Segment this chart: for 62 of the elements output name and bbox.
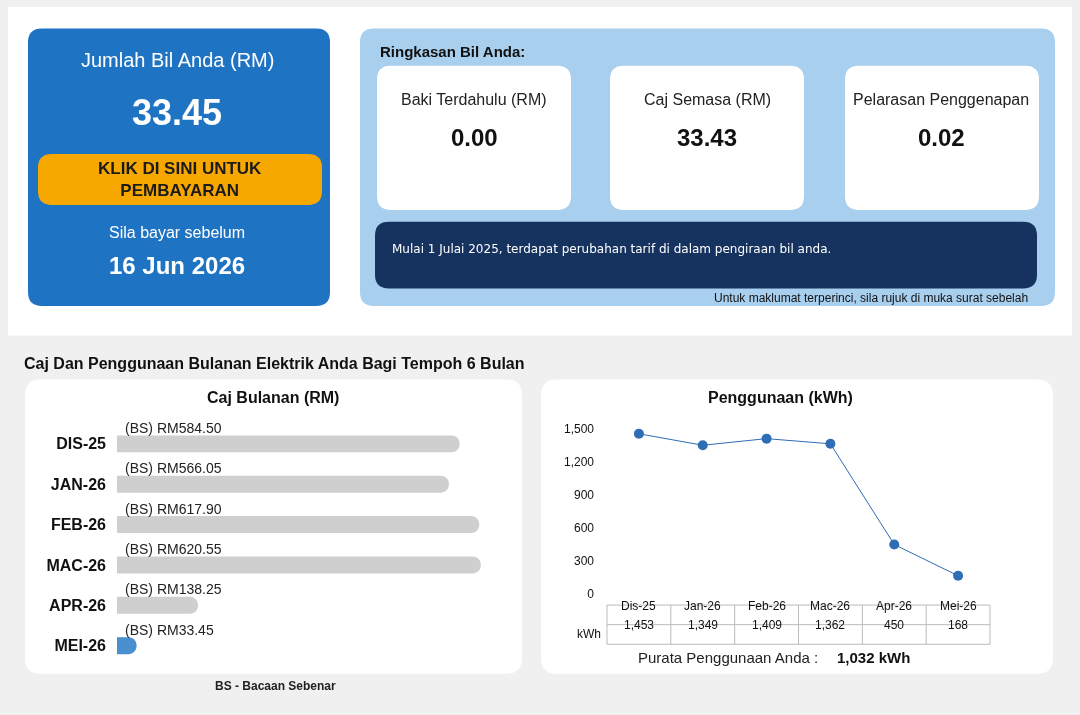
y-tick-label: 600	[573, 521, 595, 536]
point	[697, 440, 708, 451]
x-tick-label: Apr-26	[876, 599, 913, 613]
y-tick-label: DIS-25	[56, 435, 107, 453]
bar	[117, 475, 449, 493]
bar	[117, 435, 460, 453]
text: kWh	[577, 627, 601, 641]
data-label: 1,349	[688, 618, 719, 632]
text: Jumlah Bil Anda (RM)	[81, 49, 275, 71]
x-tick-label: Mei-26	[940, 599, 978, 613]
y-tick-label: MAC-26	[46, 556, 107, 574]
point	[889, 539, 900, 550]
x-tick-label: Jan-26	[684, 599, 722, 613]
data-label: (BS) RM584.50	[125, 420, 222, 436]
y-tick-label: MEI-26	[54, 637, 107, 655]
data-label: (BS) RM33.45	[125, 622, 214, 638]
chart-title: Penggunaan (kWh)	[708, 389, 853, 406]
text: 33.45	[132, 92, 223, 133]
text: Sila bayar sebelum	[109, 224, 246, 241]
y-tick-label: APR-26	[49, 596, 107, 614]
text: 1,032 kWh	[837, 649, 911, 666]
chart-title: Caj Bulanan (RM)	[207, 389, 340, 406]
point	[761, 433, 772, 444]
text: 16 Jun 2026	[109, 252, 246, 279]
data-label: (BS) RM620.55	[125, 541, 222, 557]
data-label: 1,362	[815, 618, 846, 632]
point	[953, 570, 964, 581]
text: Caj Dan Penggunaan Bulanan Elektrik Anda Bagi Tempoh 6 Bulan	[24, 355, 525, 372]
text: Baki Terdahulu (RM)	[401, 91, 547, 108]
bar	[117, 556, 481, 574]
data-label: (BS) RM617.90	[125, 501, 222, 517]
text: Ringkasan Bil Anda:	[380, 43, 526, 60]
text: Mulai 1 Julai 2025, terdapat perubahan tarif di dalam pengiraan bil anda.	[392, 242, 832, 256]
data-label: 1,409	[752, 618, 783, 632]
text: BS - Bacaan Sebenar	[215, 679, 337, 693]
data-label: 168	[948, 618, 969, 632]
y-tick-label: 300	[573, 554, 595, 569]
bar	[117, 516, 480, 534]
y-tick-label: 1,500	[563, 421, 595, 436]
point	[825, 438, 836, 449]
x-tick-label: Mac-26	[810, 599, 851, 613]
y-tick-label: JAN-26	[50, 475, 107, 493]
y-tick-label: 0	[587, 587, 595, 602]
text: Pelarasan Penggenapan	[853, 91, 1030, 108]
bar	[117, 596, 199, 614]
data-label: (BS) RM566.05	[125, 460, 222, 476]
y-tick-label: 900	[573, 488, 595, 503]
text: Caj Semasa (RM)	[644, 91, 772, 108]
data-label: (BS) RM138.25	[125, 581, 222, 597]
text: 0.00	[451, 124, 498, 151]
y-tick-label: 1,200	[563, 454, 595, 469]
text: 0.02	[918, 124, 965, 151]
text: Purata Penggunaan Anda :	[638, 649, 819, 666]
x-tick-label: Feb-26	[748, 599, 787, 613]
text: KLIK DI SINI UNTUK PEMBAYARAN	[98, 159, 263, 201]
data-label: 1,453	[624, 618, 655, 632]
x-tick-label: Dis-25	[621, 599, 656, 613]
y-tick-label: FEB-26	[50, 516, 107, 534]
data-label: 450	[884, 618, 905, 632]
point	[633, 428, 644, 439]
text: 33.43	[677, 124, 738, 151]
text: Untuk maklumat terperinci, sila rujuk di muka surat sebelah	[714, 291, 1029, 305]
